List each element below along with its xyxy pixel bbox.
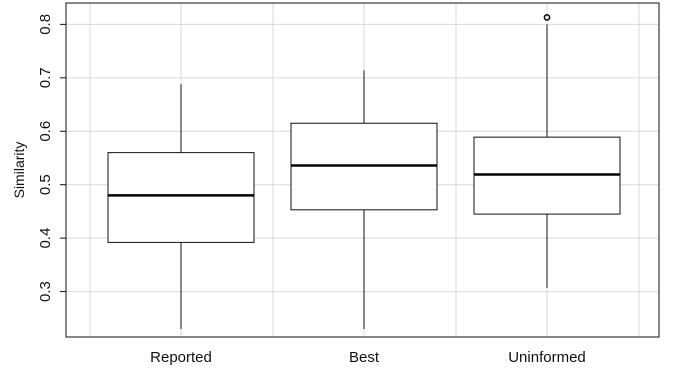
box-body-reported: [107, 152, 255, 243]
x-axis-labels: Reported Best Uninformed: [150, 349, 586, 366]
y-tick-label-0.7: 0.7: [37, 67, 54, 88]
box-uninformed: [473, 14, 621, 288]
y-tick-label-0.6: 0.6: [37, 121, 54, 142]
x-tick-label-uninformed: Uninformed: [508, 349, 586, 366]
y-axis: 0.3 0.4 0.5 0.6 0.7 0.8: [37, 14, 66, 302]
outlier-point-uninformed-0: [543, 14, 551, 21]
y-tick-label-0.5: 0.5: [37, 174, 54, 195]
box-best: [290, 70, 438, 329]
y-tick-label-0.8: 0.8: [37, 14, 54, 35]
boxes: [107, 14, 621, 329]
y-axis-label: Similarity: [11, 142, 27, 199]
x-tick-label-best: Best: [349, 349, 380, 366]
y-tick-label-0.4: 0.4: [37, 228, 54, 249]
y-tick-label-0.3: 0.3: [37, 281, 54, 302]
box-reported: [107, 84, 255, 329]
x-tick-label-reported: Reported: [150, 349, 212, 366]
plot-frame: [65, 2, 660, 338]
